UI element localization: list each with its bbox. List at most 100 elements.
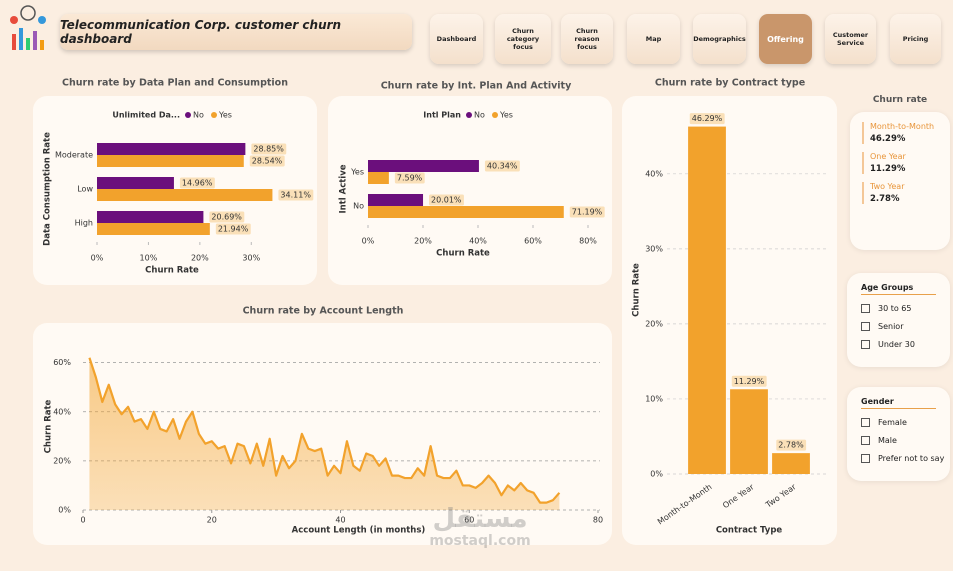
label-bg [278, 189, 314, 201]
slicer-option[interactable]: 30 to 65 [861, 304, 950, 313]
bar [97, 211, 204, 223]
chart-title: Churn rate by Int. Plan And Activity [381, 81, 572, 92]
x-axis-label: Contract Type [716, 526, 783, 536]
data-label: 28.54% [252, 157, 283, 166]
y-tick-label: 30% [645, 244, 663, 253]
checkbox[interactable] [861, 340, 870, 349]
bar [368, 172, 389, 184]
x-axis-label: Account Length (in months) [292, 526, 426, 536]
bar [97, 189, 273, 201]
bar [97, 177, 174, 189]
chart-title: Churn rate by Data Plan and Consumption [62, 78, 288, 89]
slicer-option[interactable]: Male [861, 436, 950, 445]
option-label: Female [878, 418, 907, 427]
bar [688, 126, 726, 474]
x-tick-label: 60% [524, 237, 542, 246]
legend-label: Yes [218, 111, 232, 120]
label-bg [249, 155, 285, 167]
slicer-option[interactable]: Prefer not to say [861, 454, 950, 463]
slicer-title: Age Groups [861, 283, 936, 295]
watermark: مستقل mostaql.com [420, 505, 540, 549]
x-tick-label: 20% [191, 254, 209, 263]
nav-button[interactable]: Churn category focus [495, 14, 551, 64]
y-tick-label: 0% [650, 470, 663, 479]
y-axis-label: Churn Rate [632, 263, 642, 317]
checkbox[interactable] [861, 454, 870, 463]
checkbox[interactable] [861, 304, 870, 313]
nav-button[interactable]: Customer Service [825, 14, 876, 64]
slicer-option[interactable]: Senior [861, 322, 950, 331]
checkbox[interactable] [861, 418, 870, 427]
label-bg [689, 113, 725, 125]
x-axis-label: Churn Rate [436, 249, 490, 259]
nav-button[interactable]: Offering [759, 14, 812, 64]
data-label: 14.96% [182, 179, 213, 188]
label-bg [569, 206, 605, 218]
data-label: 2.78% [778, 441, 804, 450]
bar [97, 223, 210, 235]
card-value: 11.29% [870, 164, 906, 174]
card-item: Two Year 2.78% [862, 182, 950, 204]
label-bg [484, 160, 520, 172]
x-axis-label: Churn Rate [145, 266, 199, 276]
card-label: Month-to-Month [870, 122, 935, 131]
data-label: 71.19% [572, 208, 603, 217]
y-tick-label: Low [77, 185, 93, 194]
checkbox[interactable] [861, 436, 870, 445]
bar [97, 155, 244, 167]
legend-marker [185, 112, 191, 118]
nav-button[interactable]: Churn reason focus [561, 14, 613, 64]
x-tick-label: 0 [80, 516, 85, 525]
logo [10, 5, 46, 50]
x-tick-label: 40% [469, 237, 487, 246]
chart-title: Churn rate by Account Length [243, 306, 404, 317]
area-fill [89, 357, 560, 510]
y-tick-label: Yes [350, 168, 364, 177]
y-tick-label: 10% [645, 394, 663, 403]
slicer-option[interactable]: Under 30 [861, 340, 950, 349]
legend-marker [492, 112, 498, 118]
card-label: Two Year [870, 182, 905, 191]
bar [368, 206, 564, 218]
x-tick-label: 0% [362, 237, 375, 246]
nav-button[interactable]: Map [627, 14, 680, 64]
x-tick-label: 20% [414, 237, 432, 246]
watermark-arabic: مستقل [432, 504, 528, 534]
header-title: Telecommunication Corp. customer churn d… [60, 14, 412, 50]
label-bg [251, 143, 287, 155]
nav-button[interactable]: Pricing [890, 14, 941, 64]
card [622, 96, 837, 545]
line [88, 357, 561, 504]
slicer: Age Groups 30 to 65 Senior Under 30 [847, 273, 950, 367]
y-axis-label: Data Consumption Rate [43, 132, 53, 246]
option-label: Male [878, 436, 897, 445]
card [328, 96, 612, 285]
label-bg [394, 172, 425, 184]
slicer: Gender Female Male Prefer not to say [847, 387, 950, 481]
y-tick-label: 20% [645, 319, 663, 328]
option-label: 30 to 65 [878, 304, 912, 313]
x-tick-label: 80 [593, 516, 603, 525]
watermark-latin: mostaql.com [429, 533, 531, 549]
bar [368, 160, 479, 172]
x-tick-label: 60 [464, 516, 474, 525]
y-tick-label: 20% [53, 456, 71, 465]
legend-marker [211, 112, 217, 118]
data-label: 20.01% [431, 196, 462, 205]
data-label: 11.29% [734, 377, 765, 386]
x-tick-label: 30% [242, 254, 260, 263]
card-label: One Year [870, 152, 906, 161]
legend-title: Intl Plan [423, 111, 461, 120]
nav-button[interactable]: Dashboard [430, 14, 483, 64]
data-label: 20.69% [211, 213, 242, 222]
slicer-option[interactable]: Female [861, 418, 950, 427]
nav-button[interactable]: Demographics [693, 14, 746, 64]
data-label: 7.59% [397, 174, 423, 183]
y-tick-label: High [75, 219, 93, 228]
card-value: 2.78% [870, 194, 900, 204]
bar [730, 389, 768, 474]
label-bg [731, 375, 767, 387]
slicer-title: Gender [861, 397, 936, 409]
checkbox[interactable] [861, 322, 870, 331]
